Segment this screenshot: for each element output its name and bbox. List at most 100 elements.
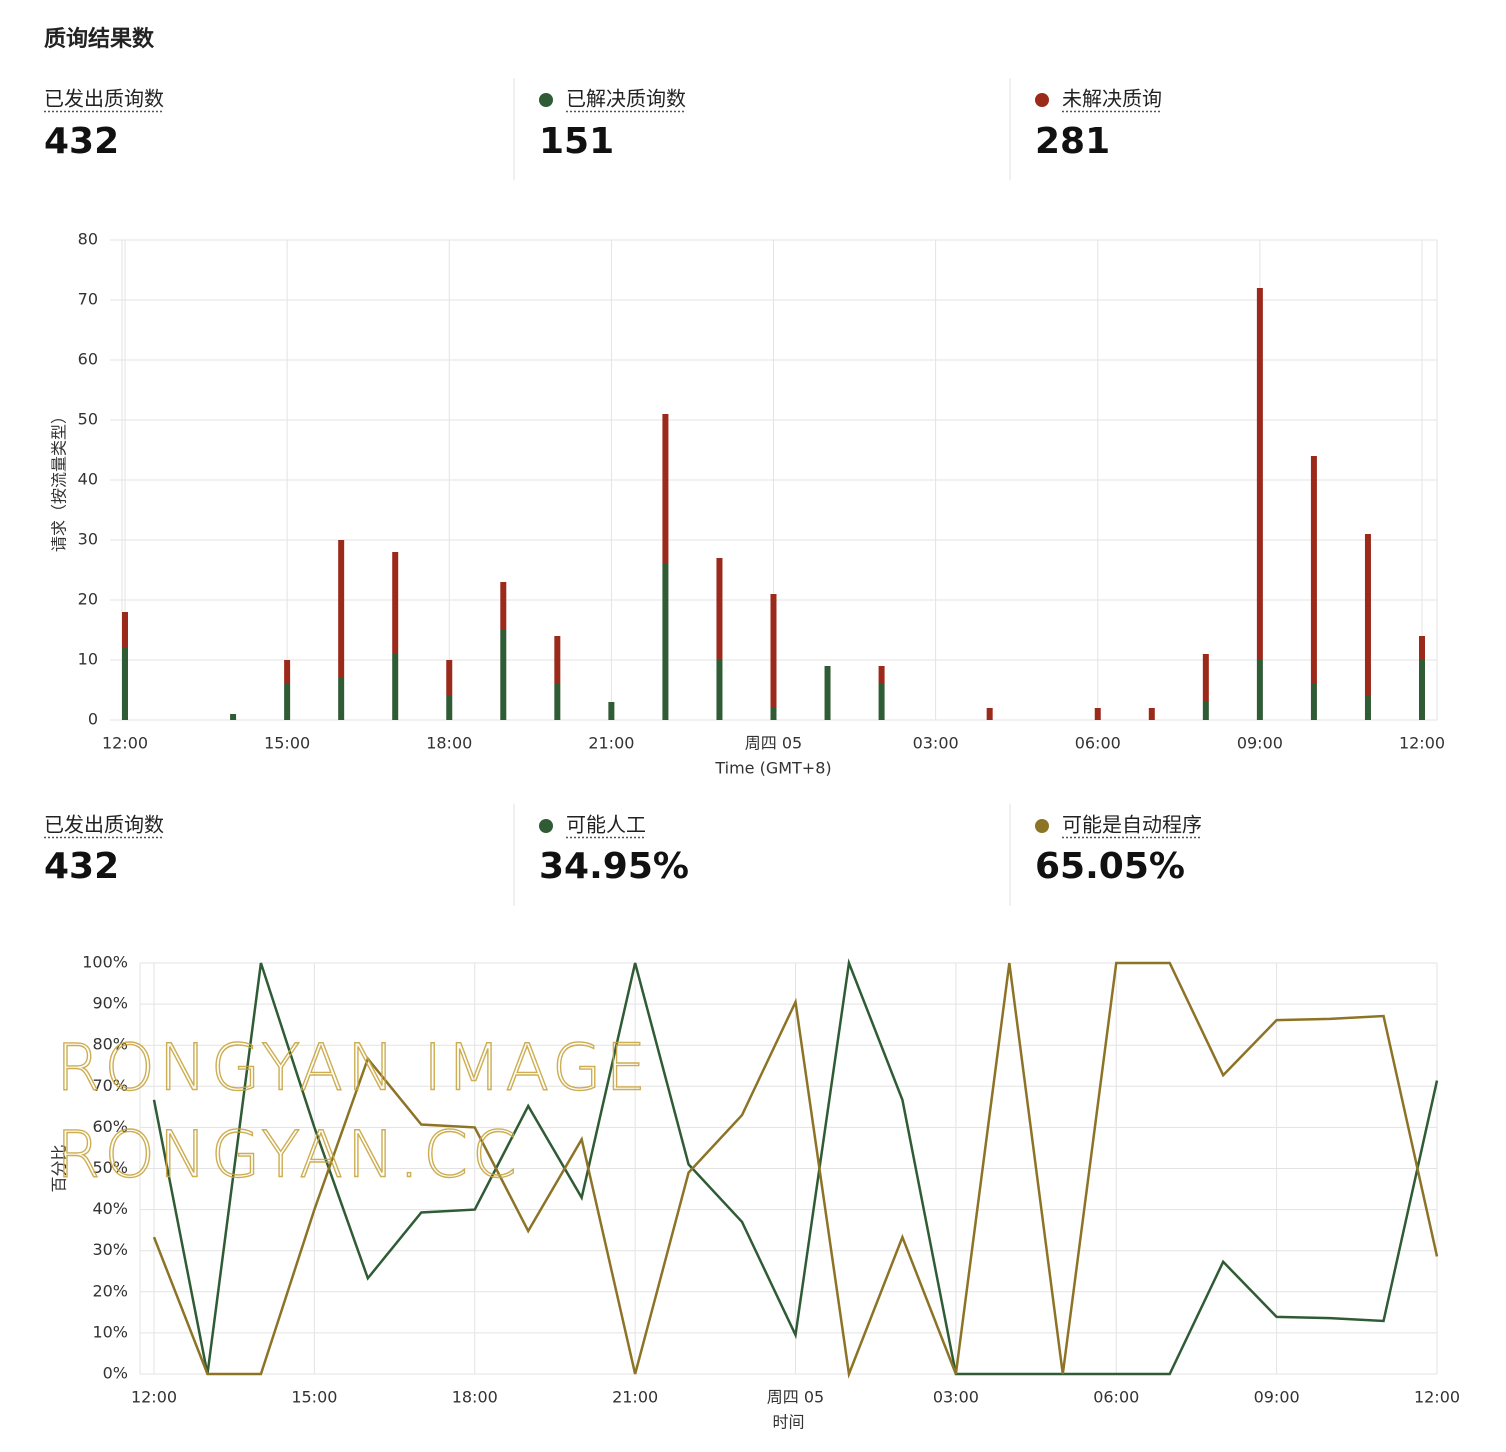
y-tick-label: 90% xyxy=(92,994,128,1013)
bar-segment xyxy=(716,558,723,660)
bar-segment xyxy=(284,660,291,684)
bar-segment xyxy=(338,540,345,678)
bar-segment xyxy=(1310,456,1317,684)
bar-segment xyxy=(770,708,777,720)
legend-dot xyxy=(539,93,553,107)
stat-label: 已解决质询数 xyxy=(566,87,686,111)
x-tick-label: 12:00 xyxy=(102,734,148,753)
bar-segment xyxy=(446,660,453,696)
x-tick-label: 03:00 xyxy=(933,1388,979,1407)
y-tick-label: 60 xyxy=(78,350,98,369)
y-tick-label: 60% xyxy=(92,1117,128,1136)
bar-segment xyxy=(986,708,993,720)
x-tick-label: 18:00 xyxy=(426,734,472,753)
bar-segment xyxy=(1364,534,1371,696)
stat-value: 281 xyxy=(1035,121,1110,162)
y-tick-label: 40 xyxy=(78,470,98,489)
bar-segment xyxy=(554,636,561,684)
bar-segment xyxy=(1202,654,1209,702)
y-tick-label: 100% xyxy=(82,953,128,972)
stat-value: 432 xyxy=(44,121,119,162)
x-axis-title: 时间 xyxy=(772,1413,804,1432)
y-tick-label: 0 xyxy=(88,710,98,729)
stat-value: 65.05% xyxy=(1035,846,1185,887)
bar-segment xyxy=(662,564,669,720)
bar-segment xyxy=(338,678,345,720)
bar-segment xyxy=(878,684,885,720)
legend-dot xyxy=(1035,93,1049,107)
y-tick-label: 30 xyxy=(78,530,98,549)
bar-segment xyxy=(122,612,128,648)
stat-label: 已发出质询数 xyxy=(44,87,164,111)
bar-segment xyxy=(554,684,561,720)
x-tick-label: 09:00 xyxy=(1237,734,1283,753)
bar-segment xyxy=(1256,660,1263,720)
stat-label: 可能是自动程序 xyxy=(1062,813,1202,837)
x-tick-label: 03:00 xyxy=(913,734,959,753)
x-tick-label: 周四 05 xyxy=(745,734,802,753)
section-title: 质询结果数 xyxy=(44,26,155,52)
y-axis-title: 百分比 xyxy=(50,1144,69,1192)
bar-segment xyxy=(1202,702,1209,720)
bar-segment xyxy=(1419,660,1425,720)
x-tick-label: 12:00 xyxy=(131,1388,177,1407)
x-axis-title: Time (GMT+8) xyxy=(714,759,831,778)
bar-segment xyxy=(608,702,615,720)
y-tick-label: 10 xyxy=(78,650,98,669)
bar-segment xyxy=(662,414,669,564)
bar-segment xyxy=(1364,696,1371,720)
bar-segment xyxy=(230,714,237,720)
legend-dot xyxy=(539,819,553,833)
bar-segment xyxy=(446,696,453,720)
stat-value: 151 xyxy=(539,121,614,162)
y-tick-label: 80 xyxy=(78,230,98,249)
bar-segment xyxy=(500,582,507,630)
bar-segment xyxy=(1094,708,1101,720)
x-tick-label: 周四 05 xyxy=(767,1388,824,1407)
bar-segment xyxy=(716,660,723,720)
stat-value: 34.95% xyxy=(539,846,689,887)
bar-segment xyxy=(1256,288,1263,660)
y-tick-label: 20 xyxy=(78,590,98,609)
bar-segment xyxy=(392,552,399,654)
x-tick-label: 21:00 xyxy=(588,734,634,753)
y-tick-label: 40% xyxy=(92,1199,128,1218)
y-tick-label: 20% xyxy=(92,1281,128,1300)
stat-value: 432 xyxy=(44,846,119,887)
series-line xyxy=(152,958,1439,1376)
y-tick-label: 70 xyxy=(78,290,98,309)
x-tick-label: 09:00 xyxy=(1254,1388,1300,1407)
y-tick-label: 0% xyxy=(103,1364,128,1383)
bar-segment xyxy=(1310,684,1317,720)
y-tick-label: 50 xyxy=(78,410,98,429)
y-tick-label: 70% xyxy=(92,1076,128,1095)
x-tick-label: 15:00 xyxy=(264,734,310,753)
x-tick-label: 12:00 xyxy=(1399,734,1445,753)
x-tick-label: 15:00 xyxy=(291,1388,337,1407)
bar-segment xyxy=(770,594,777,708)
y-tick-label: 30% xyxy=(92,1240,128,1259)
bar-segment xyxy=(1148,708,1155,720)
x-tick-label: 21:00 xyxy=(612,1388,658,1407)
bar-segment xyxy=(392,654,399,720)
series-line xyxy=(152,961,1439,1379)
watermark: RONGYAN IMAGE xyxy=(56,1032,650,1106)
y-tick-label: 10% xyxy=(92,1322,128,1341)
y-tick-label: 50% xyxy=(92,1158,128,1177)
y-axis-title: 请求（按流量类型） xyxy=(50,408,69,552)
bar-segment xyxy=(1419,636,1425,660)
legend-dot xyxy=(1035,819,1049,833)
stat-label: 已发出质询数 xyxy=(44,813,164,837)
watermark: RONGYAN.CC xyxy=(56,1119,521,1193)
bar-segment xyxy=(122,648,128,720)
x-tick-label: 12:00 xyxy=(1414,1388,1460,1407)
x-tick-label: 06:00 xyxy=(1093,1388,1139,1407)
y-tick-label: 80% xyxy=(92,1035,128,1054)
bar-segment xyxy=(824,666,831,720)
x-tick-label: 18:00 xyxy=(452,1388,498,1407)
stat-label: 未解决质询 xyxy=(1062,87,1162,111)
x-tick-label: 06:00 xyxy=(1075,734,1121,753)
stat-label: 可能人工 xyxy=(566,813,646,837)
bar-segment xyxy=(500,630,507,720)
